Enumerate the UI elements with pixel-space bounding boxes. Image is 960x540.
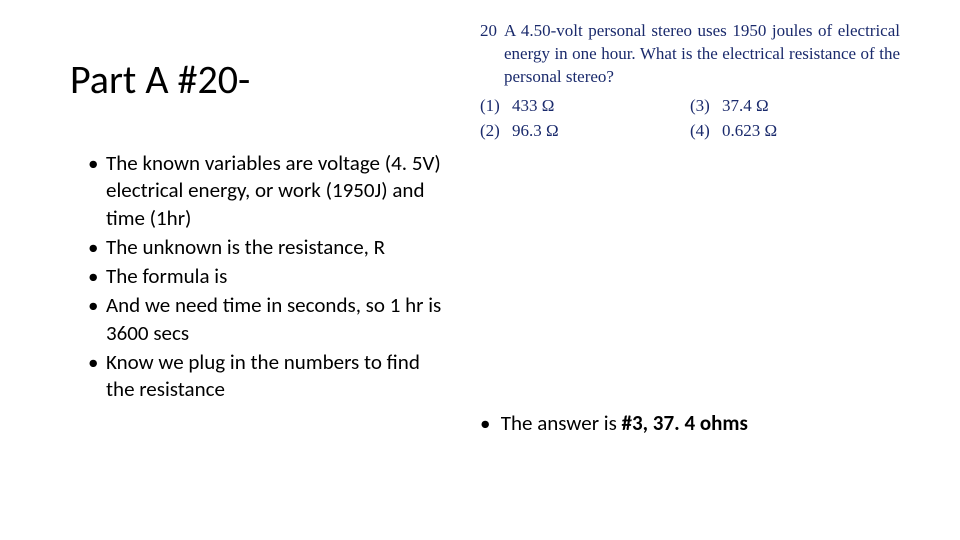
answer-label: (4) bbox=[690, 120, 722, 143]
bullet-dot: • bbox=[88, 150, 106, 232]
bullet-dot: • bbox=[88, 234, 106, 261]
answer-bold: #3, 37. 4 ohms bbox=[622, 410, 748, 436]
bullet-dot: • bbox=[480, 410, 496, 436]
bullet-text: The formula is bbox=[106, 263, 448, 290]
answer-choice: (4) 0.623 Ω bbox=[690, 120, 900, 143]
answer-label: (3) bbox=[690, 95, 722, 118]
answer-choice: (1) 433 Ω bbox=[480, 95, 690, 118]
answer-choice: (2) 96.3 Ω bbox=[480, 120, 690, 143]
left-bullet-list: • The known variables are voltage (4. 5V… bbox=[88, 150, 448, 406]
bullet-dot: • bbox=[88, 263, 106, 290]
answer-value: 0.623 Ω bbox=[722, 120, 777, 143]
slide: Part A #20- • The known variables are vo… bbox=[0, 0, 960, 540]
list-item: • The known variables are voltage (4. 5V… bbox=[88, 150, 448, 232]
answer-value: 433 Ω bbox=[512, 95, 554, 118]
list-item: • The unknown is the resistance, R bbox=[88, 234, 448, 261]
answer-value: 96.3 Ω bbox=[512, 120, 559, 143]
question-body: A 4.50-volt personal stereo uses 1950 jo… bbox=[504, 20, 900, 89]
bullet-text: Know we plug in the numbers to find the … bbox=[106, 349, 448, 404]
bullet-text: And we need time in seconds, so 1 hr is … bbox=[106, 292, 448, 347]
list-item: • The formula is bbox=[88, 263, 448, 290]
question-text: 20 A 4.50-volt personal stereo uses 1950… bbox=[480, 20, 900, 89]
bullet-dot: • bbox=[88, 349, 106, 404]
question-number: 20 bbox=[480, 20, 504, 89]
answer-col-left: (1) 433 Ω (2) 96.3 Ω bbox=[480, 95, 690, 145]
list-item: • Know we plug in the numbers to find th… bbox=[88, 349, 448, 404]
slide-title: Part A #20- bbox=[70, 55, 250, 104]
answer-label: (1) bbox=[480, 95, 512, 118]
answer-label: (2) bbox=[480, 120, 512, 143]
answer-choice: (3) 37.4 Ω bbox=[690, 95, 900, 118]
question-snippet: 20 A 4.50-volt personal stereo uses 1950… bbox=[480, 20, 900, 145]
final-answer: • The answer is #3, 37. 4 ohms bbox=[480, 410, 748, 436]
answer-value: 37.4 Ω bbox=[722, 95, 769, 118]
answer-col-right: (3) 37.4 Ω (4) 0.623 Ω bbox=[690, 95, 900, 145]
bullet-text: The known variables are voltage (4. 5V) … bbox=[106, 150, 448, 232]
bullet-dot: • bbox=[88, 292, 106, 347]
list-item: • And we need time in seconds, so 1 hr i… bbox=[88, 292, 448, 347]
bullet-text: The unknown is the resistance, R bbox=[106, 234, 448, 261]
answer-choices: (1) 433 Ω (2) 96.3 Ω (3) 37.4 Ω (4) 0.62… bbox=[480, 95, 900, 145]
answer-prefix: The answer is bbox=[501, 410, 622, 436]
